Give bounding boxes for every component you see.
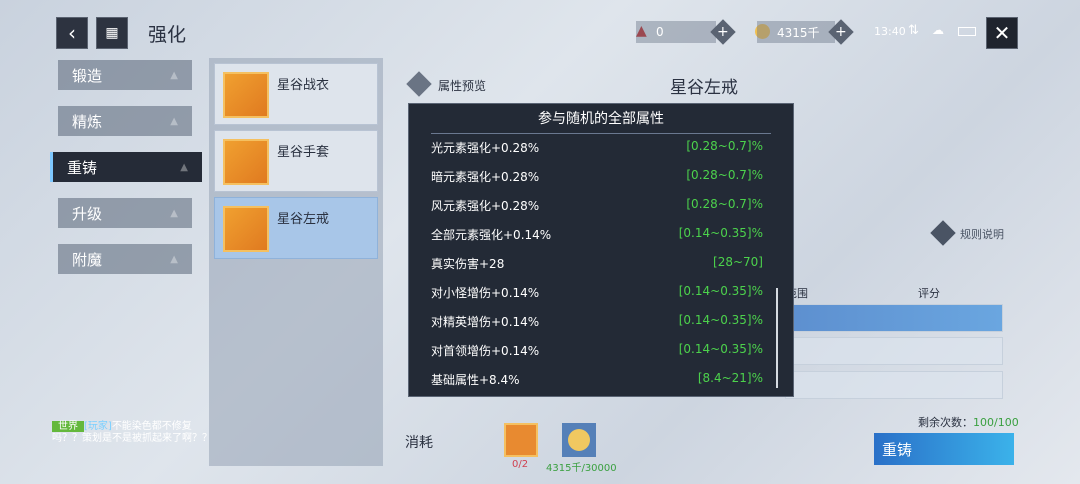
grid-icon: ▦ (105, 25, 119, 41)
gloves-icon (223, 139, 269, 185)
attribute-row: 光元素强化+0.28% [0.28~0.7]% (431, 139, 763, 159)
table-row[interactable] (785, 337, 1003, 365)
red-crystal-icon: ▲ (636, 23, 647, 39)
attribute-text: 真实伤害+28 (431, 257, 505, 271)
armor-icon (223, 72, 269, 118)
item-name: 星谷左戒 (670, 78, 738, 98)
attribute-range: [0.14~0.35]% (678, 226, 763, 240)
preview-label[interactable]: 属性预览 (438, 79, 487, 93)
attribute-text: 全部元素强化+0.14% (431, 228, 552, 242)
rules-link[interactable]: 规则说明 (960, 228, 1004, 241)
chat-channel: 世界 (52, 421, 84, 432)
page-title: 强化 (148, 24, 187, 46)
sidebar-item-reforge[interactable]: 重铸 ▲ (50, 152, 202, 182)
scrollbar[interactable] (776, 288, 778, 388)
gold-count: 4315千 (757, 21, 835, 43)
gold-amount: 4315千/30000 (546, 463, 617, 474)
attribute-text: 风元素强化+0.28% (431, 199, 540, 213)
attribute-row: 对精英增伤+0.14% [0.14~0.35]% (431, 313, 763, 333)
network-icon: ⇅ (908, 23, 919, 38)
attribute-range: [0.14~0.35]% (678, 342, 763, 356)
equipment-name: 星谷战衣 (277, 78, 330, 93)
attribute-text: 对首领增伤+0.14% (431, 344, 540, 358)
attribute-text: 对小怪增伤+0.14% (431, 286, 540, 300)
attribute-text: 基础属性+8.4% (431, 373, 520, 387)
ring-icon (223, 206, 269, 252)
attribute-row: 基础属性+8.4% [8.4~21]% (431, 371, 763, 391)
attribute-row: 暗元素强化+0.28% [0.28~0.7]% (431, 168, 763, 188)
equipment-item[interactable]: 星谷手套 (214, 130, 378, 192)
material-amount: 0/2 (512, 459, 529, 470)
back-button[interactable]: ‹ (56, 17, 88, 49)
plus-icon: + (835, 23, 847, 40)
gold-coin-icon[interactable] (562, 423, 596, 457)
sidebar-item-forge[interactable]: 锻造 ▲ (58, 60, 192, 90)
attribute-text: 光元素强化+0.28% (431, 141, 540, 155)
help-icon (930, 220, 956, 246)
table-row[interactable] (785, 371, 1003, 399)
menu-button[interactable]: ▦ (96, 17, 128, 49)
attribute-range: [0.28~0.7]% (686, 168, 763, 182)
sidebar-item-label: 升级 (72, 204, 103, 223)
cost-label: 消耗 (405, 435, 433, 451)
wifi-icon: ☁ (932, 23, 944, 37)
attribute-row: 真实伤害+28 [28~70] (431, 255, 763, 275)
sidebar-item-label: 重铸 (67, 158, 98, 177)
table-row[interactable] (785, 304, 1003, 332)
attribute-range: [0.28~0.7]% (686, 197, 763, 211)
sidebar-item-label: 锻造 (72, 66, 103, 85)
equipment-name: 星谷左戒 (277, 212, 330, 227)
remaining-label: 剩余次数：100/100 (918, 416, 1019, 429)
attribute-range: [28~70] (713, 255, 763, 269)
col-score: 评分 (918, 287, 940, 300)
attribute-row: 全部元素强化+0.14% [0.14~0.35]% (431, 226, 763, 246)
close-button[interactable]: ✕ (986, 17, 1018, 49)
chat-sender: [玩家] (84, 421, 112, 432)
attribute-popup: 参与随机的全部属性 光元素强化+0.28% [0.28~0.7]% 暗元素强化+0.… (408, 103, 794, 397)
attribute-text: 暗元素强化+0.28% (431, 170, 540, 184)
popup-title: 参与随机的全部属性 (431, 104, 771, 134)
info-icon (406, 71, 432, 97)
equipment-item[interactable]: 星谷左戒 (214, 197, 378, 259)
chat-message[interactable]: 世界 [玩家]不能染色都不修复吗？？策划是不是被抓起来了啊？？ (52, 421, 212, 445)
sidebar-item-enchant[interactable]: 附魔 ▲ (58, 244, 192, 274)
chevron-left-icon: ‹ (68, 21, 76, 45)
gold-coin-icon (755, 24, 770, 39)
plus-icon: + (717, 23, 729, 40)
attribute-range: [8.4~21]% (697, 371, 763, 385)
clock: 13:40 (874, 25, 906, 38)
chat-text: 不能染色都不修复吗？？策划是不是被抓起来了啊？？ (52, 421, 212, 444)
close-icon: ✕ (993, 21, 1011, 45)
equipment-list (209, 58, 383, 466)
equipment-item[interactable]: 星谷战衣 (214, 63, 378, 125)
attribute-range: [0.14~0.35]% (678, 313, 763, 327)
battery-icon (958, 27, 976, 36)
sidebar-item-refine[interactable]: 精炼 ▲ (58, 106, 192, 136)
sidebar-item-label: 附魔 (72, 250, 103, 269)
leaf-material-icon[interactable] (504, 423, 538, 457)
attribute-text: 对精英增伤+0.14% (431, 315, 540, 329)
attribute-row: 风元素强化+0.28% [0.28~0.7]% (431, 197, 763, 217)
attribute-range: [0.14~0.35]% (678, 284, 763, 298)
attribute-row: 对首领增伤+0.14% [0.14~0.35]% (431, 342, 763, 362)
attribute-row: 对小怪增伤+0.14% [0.14~0.35]% (431, 284, 763, 304)
sidebar-item-label: 精炼 (72, 112, 103, 131)
attribute-range: [0.28~0.7]% (686, 139, 763, 153)
gem-count: 0 (636, 21, 716, 43)
equipment-name: 星谷手套 (277, 145, 330, 160)
reforge-button[interactable]: 重铸 (874, 433, 1014, 465)
sidebar-item-upgrade[interactable]: 升级 ▲ (58, 198, 192, 228)
